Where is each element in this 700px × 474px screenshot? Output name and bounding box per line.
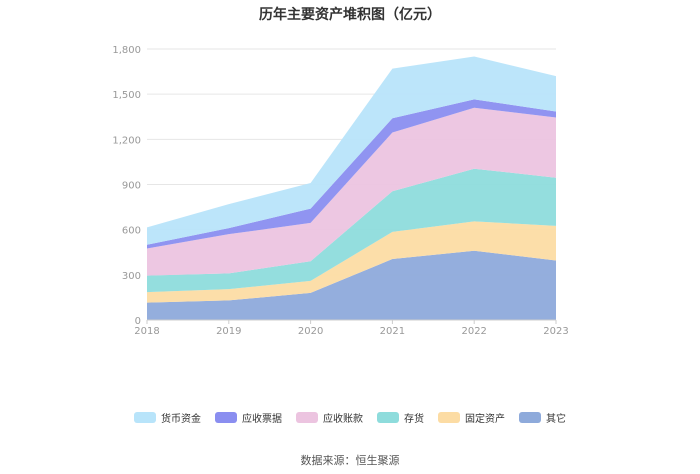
legend-swatch — [296, 412, 318, 423]
legend-label: 应收账款 — [323, 414, 363, 425]
data-source: 数据来源：恒生聚源 — [300, 454, 400, 467]
legend-swatch — [519, 412, 541, 423]
x-tick-label: 2018 — [134, 326, 159, 337]
legend-label: 货币资金 — [161, 414, 201, 425]
legend-label: 其它 — [546, 414, 566, 425]
legend-swatch — [215, 412, 237, 423]
x-tick-label: 2021 — [380, 326, 405, 337]
area-series-4 — [147, 99, 556, 249]
legend-swatch — [438, 412, 460, 423]
legend-item[interactable]: 应收账款 — [296, 410, 363, 425]
legend-item[interactable]: 应收票据 — [215, 410, 282, 425]
stacked-area-chart: 0 300 600 900 1,200 1,500 1,800 2018 2019 2020 202… — [112, 45, 568, 337]
y-tick-label: 0 — [135, 316, 141, 327]
axes: 0 300 600 900 1,200 1,500 1,800 2018 2019 2020 202… — [112, 45, 568, 337]
legend-label: 存货 — [404, 414, 424, 425]
legend-item[interactable]: 固定资产 — [438, 410, 505, 425]
area-series-1 — [147, 221, 556, 303]
x-tick-label: 2019 — [216, 326, 241, 337]
x-tick-label: 2023 — [543, 326, 568, 337]
legend-label: 应收票据 — [242, 414, 282, 425]
area-series — [147, 56, 556, 320]
area-series-5 — [147, 56, 556, 245]
y-tick-label: 600 — [122, 226, 141, 237]
legend-swatch — [134, 412, 156, 423]
y-tick-label: 1,800 — [112, 45, 141, 56]
y-tick-label: 300 — [122, 271, 141, 282]
y-tick-label: 900 — [122, 181, 141, 192]
area-series-2 — [147, 168, 556, 293]
y-tick-label: 1,200 — [112, 135, 141, 146]
legend-item[interactable]: 其它 — [519, 410, 566, 425]
legend-swatch — [377, 412, 399, 423]
legend-item[interactable]: 存货 — [377, 410, 424, 425]
legend: 货币资金 应收票据 应收账款 存货 固定资产 其它 — [0, 410, 700, 425]
y-tick-label: 1,500 — [112, 90, 141, 101]
legend-label: 固定资产 — [465, 414, 505, 425]
legend-item[interactable]: 货币资金 — [134, 410, 201, 425]
area-series-3 — [147, 107, 556, 276]
x-tick-label: 2022 — [461, 326, 486, 337]
chart-title: 历年主要资产堆积图（亿元） — [259, 7, 441, 23]
area-series-0 — [147, 250, 556, 320]
x-tick-label: 2020 — [298, 326, 323, 337]
